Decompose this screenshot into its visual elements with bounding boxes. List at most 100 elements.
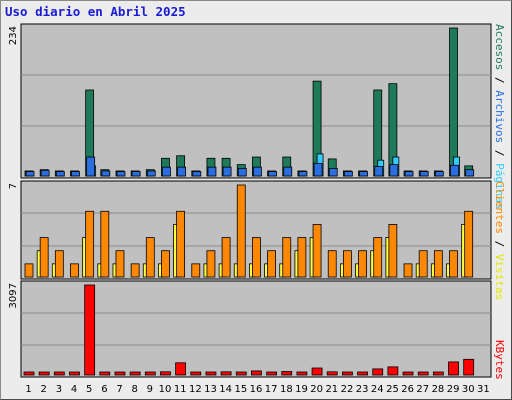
bar-visits_clients-clientes-day-15 xyxy=(236,184,246,278)
x-tick-7: 7 xyxy=(116,384,122,395)
bar-kbytes-kbytes-day-29 xyxy=(448,361,459,376)
bar-kbytes-kbytes-day-8 xyxy=(129,371,141,376)
bar-hits_pages_files-archivos-day-28 xyxy=(434,171,444,177)
bar-hits_pages_files-archivos-day-7 xyxy=(116,171,126,177)
legend-part-top-4: Páginas xyxy=(493,163,506,209)
bar-visits_clients-clientes-day-24 xyxy=(373,237,383,278)
bar-kbytes-kbytes-day-25 xyxy=(387,366,399,376)
x-tick-27: 27 xyxy=(416,384,429,395)
bar-visits_clients-clientes-day-18 xyxy=(282,237,292,278)
bar-hits_pages_files-archivos-day-25 xyxy=(389,164,399,177)
bar-hits_pages_files-archivos-day-15 xyxy=(237,168,247,177)
x-tick-2: 2 xyxy=(41,384,47,395)
bar-hits_pages_files-archivos-day-22 xyxy=(343,171,353,177)
bar-kbytes-kbytes-day-23 xyxy=(357,371,368,376)
bar-hits_pages_files-archivos-day-27 xyxy=(419,171,429,177)
side-legend-top: Accesos / Archivos / Páginas xyxy=(493,24,506,209)
bar-visits_clients-clientes-day-10 xyxy=(161,250,170,278)
x-tick-3: 3 xyxy=(56,384,62,395)
bar-hits_pages_files-archivos-day-20 xyxy=(313,162,323,177)
bar-kbytes-kbytes-day-4 xyxy=(69,371,80,376)
bar-hits_pages_files-archivos-day-3 xyxy=(55,171,65,177)
bar-kbytes-kbytes-day-20 xyxy=(311,367,323,376)
bar-hits_pages_files-archivos-day-12 xyxy=(192,171,202,177)
bar-visits_clients-clientes-day-7 xyxy=(115,250,125,278)
bar-visits_clients-clientes-day-26 xyxy=(403,263,413,278)
bar-hits_pages_files-archivos-day-30 xyxy=(465,169,475,177)
bar-kbytes-kbytes-day-12 xyxy=(190,371,202,376)
x-tick-15: 15 xyxy=(234,384,247,395)
side-legend-bottom: KBytes xyxy=(493,340,506,380)
bar-visits_clients-clientes-day-30 xyxy=(464,210,474,278)
x-tick-14: 14 xyxy=(219,384,232,395)
bar-visits_clients-clientes-day-14 xyxy=(221,237,231,278)
bar-kbytes-kbytes-day-7 xyxy=(114,371,126,376)
bar-kbytes-kbytes-day-28 xyxy=(432,371,444,376)
ymax-label-hits_pages_files: 234 xyxy=(8,26,19,45)
bar-kbytes-kbytes-day-16 xyxy=(251,370,262,376)
ymax-label-kbytes: 3097 xyxy=(8,283,19,308)
bar-kbytes-kbytes-day-30 xyxy=(463,358,475,376)
bar-visits_clients-clientes-day-22 xyxy=(342,250,352,278)
bar-kbytes-kbytes-day-13 xyxy=(205,371,217,376)
bar-visits_clients-clientes-day-17 xyxy=(267,250,276,278)
bar-kbytes-kbytes-day-1 xyxy=(23,371,35,376)
bar-visits_clients-clientes-day-27 xyxy=(418,250,428,278)
bar-hits_pages_files-archivos-day-5 xyxy=(86,156,96,177)
bar-hits_pages_files-archivos-day-11 xyxy=(177,166,187,177)
bar-visits_clients-clientes-day-2 xyxy=(39,237,49,278)
bar-visits_clients-clientes-day-23 xyxy=(358,250,367,278)
bar-hits_pages_files-archivos-day-23 xyxy=(359,171,368,177)
bar-visits_clients-clientes-day-12 xyxy=(191,263,201,278)
x-tick-13: 13 xyxy=(204,384,217,395)
bar-visits_clients-clientes-day-11 xyxy=(176,210,186,278)
bar-hits_pages_files-archivos-day-19 xyxy=(298,171,308,177)
legend-part-top-2: Archivos xyxy=(493,90,506,143)
bar-kbytes-kbytes-day-2 xyxy=(38,371,50,376)
x-tick-29: 29 xyxy=(447,384,460,395)
x-tick-23: 23 xyxy=(356,384,369,395)
bar-visits_clients-clientes-day-5 xyxy=(85,210,95,278)
x-tick-22: 22 xyxy=(341,384,354,395)
bar-visits_clients-clientes-day-3 xyxy=(54,250,64,278)
bar-hits_pages_files-archivos-day-8 xyxy=(131,171,141,177)
bar-hits_pages_files-archivos-day-13 xyxy=(207,166,217,177)
x-tick-11: 11 xyxy=(174,384,187,395)
bar-hits_pages_files-accesos-day-29 xyxy=(449,27,458,177)
x-tick-30: 30 xyxy=(462,384,475,395)
bar-kbytes-kbytes-day-18 xyxy=(281,371,293,376)
bar-kbytes-kbytes-day-10 xyxy=(160,371,171,376)
x-tick-17: 17 xyxy=(265,384,278,395)
bar-visits_clients-clientes-day-13 xyxy=(206,250,216,278)
bar-kbytes-kbytes-day-27 xyxy=(417,371,429,376)
bar-visits_clients-clientes-day-6 xyxy=(100,210,110,278)
x-tick-1: 1 xyxy=(25,384,31,395)
bar-hits_pages_files-archivos-day-26 xyxy=(404,171,414,177)
bar-hits_pages_files-archivos-day-24 xyxy=(374,166,384,177)
bar-kbytes-kbytes-day-15 xyxy=(235,371,247,376)
bar-kbytes-kbytes-day-6 xyxy=(99,371,111,376)
x-tick-18: 18 xyxy=(280,384,293,395)
x-tick-25: 25 xyxy=(386,384,399,395)
bar-hits_pages_files-archivos-day-18 xyxy=(283,166,293,177)
bar-kbytes-kbytes-day-21 xyxy=(326,371,338,376)
bar-hits_pages_files-archivos-day-29 xyxy=(450,164,459,177)
bar-kbytes-kbytes-day-19 xyxy=(296,371,308,376)
bar-kbytes-kbytes-day-3 xyxy=(53,371,65,376)
x-tick-21: 21 xyxy=(325,384,338,395)
bar-visits_clients-clientes-day-9 xyxy=(145,237,155,278)
bar-visits_clients-clientes-day-21 xyxy=(327,250,337,278)
bar-kbytes-kbytes-day-22 xyxy=(341,371,353,376)
x-tick-26: 26 xyxy=(401,384,414,395)
bar-visits_clients-clientes-day-8 xyxy=(130,263,140,278)
x-tick-8: 8 xyxy=(132,384,138,395)
bar-kbytes-kbytes-day-5 xyxy=(84,284,96,376)
x-tick-24: 24 xyxy=(371,384,384,395)
bar-kbytes-kbytes-day-9 xyxy=(144,371,156,376)
x-tick-20: 20 xyxy=(310,384,323,395)
bar-visits_clients-clientes-day-25 xyxy=(388,224,398,278)
ymax-label-visits_clients: 7 xyxy=(8,183,19,189)
side-legend-middle: Clientes / Visitas xyxy=(493,181,506,300)
x-tick-10: 10 xyxy=(159,384,172,395)
legend-part-top-1: / xyxy=(493,70,506,90)
